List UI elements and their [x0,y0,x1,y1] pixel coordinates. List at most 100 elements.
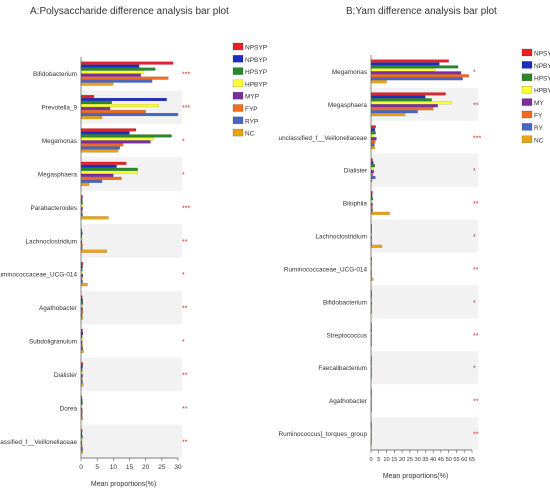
bar-hpsyp-megamonas [80,134,172,138]
x-tick-label: 15 [391,457,397,463]
x-tick-label: 20 [142,464,150,471]
bar-nc-lachnoclostridium [370,244,383,248]
legend-swatch-nc [521,135,533,144]
bar-nc-megasphaera [80,182,90,186]
category-label-agathobacter: Agathobacter [39,305,78,312]
significance-marker-parabacteroides: *** [182,205,190,212]
legend-label-hpsyp: HPSYP [245,69,267,76]
category-label-subdoligranulum: Subdoligranulum [29,339,77,346]
bar-npby-megamonas [370,62,440,66]
category-label-dorea: Dorea [60,405,78,412]
x-tick-label: 25 [158,464,166,471]
category-label-lachnoclostridium: Lachnoclostridium [25,238,77,245]
bar-fyp-bifidobacterium [80,76,169,80]
x-tick-label: 0 [369,457,372,463]
bar-npsyp-bifidobacterium [80,61,174,65]
significance-marker-ruminococcaceae-ucg-014: * [182,272,185,279]
bar-nc-megamonas [80,149,119,153]
bar-myp-megasphaera [80,173,114,177]
x-tick-label: 10 [383,457,389,463]
legend-swatch-fyp [232,104,244,112]
legend-swatch-ry [521,123,533,131]
bar-fy-megamonas [370,74,470,78]
bar-ryp-prevotella-9 [80,112,179,117]
row-band [371,153,478,187]
row-band [371,285,478,319]
bar-nc-subdoligranulum [80,349,84,354]
bar-hpby-megamonas [370,68,435,72]
panel-b-svg: Megamonas *Megasphaera **unclassified_f__V… [277,48,550,480]
bar-hpsy-unclassified-f-veillonellaceae [370,131,376,135]
category-label-parabacteroides: Parabacteroides [30,205,77,212]
bar-npsyp-megasphaera [80,161,127,165]
bar-nc-ruminococcaceae-ucg-014 [80,283,88,287]
category-label-dialister: Dialister [344,168,368,175]
significance-marker-unclassified-f-veillonellaceae: *** [473,135,481,142]
row-band [81,424,182,458]
legend-label-npbyp: NPBYP [245,57,267,64]
bar-my-megamonas [370,71,462,75]
bar-hpsyp-prevotella-9 [80,100,112,105]
legend-label-nc: NC [245,131,255,138]
x-tick-label: 0 [79,464,83,471]
x-tick-label: 40 [430,457,436,463]
bar-hpbyp-prevotella-9 [80,103,159,108]
category-label-streptococcus: Streptococcus [327,332,368,339]
row-band [81,290,182,325]
x-axis-label: Mean proportions(%) [383,473,448,480]
category-label-megamonas: Megamonas [332,69,367,76]
x-tick-label: 55 [453,457,459,463]
significance-marker-subdoligranulum: * [182,339,185,346]
bar-my-dialister [370,170,374,174]
bar-hpsyp-bifidobacterium [80,67,156,71]
x-tick-label: 10 [110,464,118,471]
x-tick-label: 5 [377,457,380,463]
category-label-lachnoclostridium: Lachnoclostridium [315,234,367,241]
legend-swatch-ryp [232,116,244,125]
category-label-dialister: Dialister [54,372,78,379]
bar-nc-megamonas [370,80,387,84]
bar-hpby-unclassified-f-veillonellaceae [370,134,375,138]
significance-marker-ruminococcaceae-ucg-014: ** [473,267,479,274]
legend-label-hpby: HPBY [534,88,550,95]
legend-swatch-hpsy [521,73,533,82]
category-label-unclassified-f-veillonellaceae: unclassified_f__Veillonellaceae [0,439,77,446]
category-label-megasphaera: Megasphaera [38,171,78,178]
bar-nc-bifidobacterium [80,82,114,86]
bar-npsy-megasphaera [370,92,446,96]
legend-label-nc: NC [534,137,544,144]
significance-marker-bilophila: ** [473,201,479,208]
category-label-ruminococcaceae-ucg-014: Ruminococcaceae_UCG-014 [284,266,368,273]
category-label-megasphaera: Megasphaera [328,102,368,109]
panel-a-chart: A:Polysaccharide difference analysis bar… [0,6,267,488]
category-label-ruminococcus-torques-group: [Ruminococcus]_torques_group [278,431,367,438]
legend-label-fy: FY [534,113,543,120]
bar-fy-megasphaera [370,107,434,111]
bar-npby-megasphaera [370,95,426,99]
legend-swatch-myp [232,91,244,100]
legend-label-hpsy: HPSY [534,75,550,82]
bar-npsy-megamonas [370,59,449,63]
bar-ry-unclassified-f-veillonellaceae [370,143,375,147]
category-label-bilophila: Bilophila [343,201,368,208]
x-tick-label: 20 [399,457,405,463]
bar-hpbyp-bifidobacterium [80,70,145,74]
bar-nc-prevotella-9 [80,115,103,120]
significance-marker-megasphaera: ** [473,102,479,109]
legend-swatch-npsyp [232,42,244,51]
category-label-ruminococcaceae-ucg-014: Ruminococcaceae_UCG-014 [0,272,77,279]
bar-npbyp-megasphaera [80,164,117,168]
significance-marker-bifidobacterium: *** [182,72,190,79]
x-axis-label: Mean proportions(%) [91,481,156,488]
legend-swatch-nc [232,128,244,137]
bar-hpsy-dialister [370,164,376,168]
bar-myp-prevotella-9 [80,106,111,111]
panel-b-chart: B:Yam difference analysis bar plot Megam… [277,0,550,498]
legend-label-npby: NPBY [534,63,550,70]
bar-hpbyp-megasphaera [80,170,138,174]
legend-swatch-hpsyp [232,67,244,75]
significance-marker-megamonas: * [182,139,185,146]
bar-ry-dialister [370,175,376,180]
bar-nc-megasphaera [370,113,406,117]
bar-ryp-megamonas [80,146,120,150]
